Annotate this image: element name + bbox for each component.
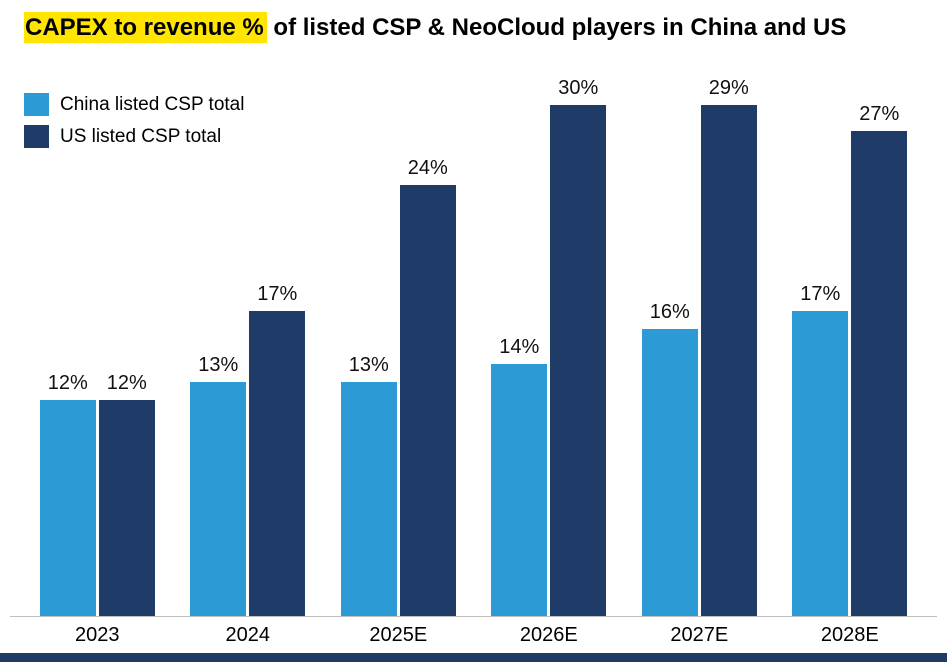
legend-swatch-china bbox=[24, 93, 49, 116]
legend-item-us: US listed CSP total bbox=[24, 125, 244, 148]
x-axis-label-2024: 2024 bbox=[225, 624, 271, 646]
bar-slot-us-2023: 12% bbox=[98, 77, 155, 616]
bar-value-label-us-2027e: 29% bbox=[708, 77, 749, 99]
bar-us-2024 bbox=[249, 310, 306, 616]
bar-china-2025e bbox=[340, 382, 397, 616]
bar-slot-china-2028e: 17% bbox=[792, 77, 849, 616]
bar-us-2027e bbox=[700, 105, 757, 616]
plot-area: 12% 12% 13% 17% 13% 24% 14% 30% 16% 29% 17% 27% bbox=[10, 77, 937, 616]
x-axis-label-2028e: 2028E bbox=[820, 624, 879, 646]
legend: China listed CSP total US listed CSP tot… bbox=[24, 93, 244, 148]
bar-group-2026e: 14% 30% bbox=[491, 77, 607, 616]
bottom-accent-bar bbox=[0, 653, 947, 662]
bar-china-2027e bbox=[641, 328, 698, 616]
legend-label-us: US listed CSP total bbox=[60, 125, 222, 147]
bar-value-label-us-2023: 12% bbox=[106, 372, 147, 395]
bar-china-2028e bbox=[792, 310, 849, 616]
bar-group-2024: 13% 17% bbox=[190, 77, 306, 616]
bar-slot-china-2026e: 14% bbox=[491, 77, 548, 616]
bar-value-label-china-2023: 12% bbox=[47, 372, 88, 395]
bar-value-label-us-2024: 17% bbox=[257, 282, 298, 305]
x-axis-label-2026e: 2026E bbox=[519, 624, 578, 646]
bar-us-2023 bbox=[98, 400, 155, 616]
bar-group-2025e: 13% 24% bbox=[340, 77, 456, 616]
bar-chart: China listed CSP total US listed CSP tot… bbox=[10, 77, 937, 617]
bar-slot-china-2024: 13% bbox=[190, 77, 247, 616]
bar-slot-us-2025e: 24% bbox=[399, 77, 456, 616]
x-axis-label-2027e: 2027E bbox=[670, 624, 729, 646]
bar-group-2023: 12% 12% bbox=[39, 77, 155, 616]
bar-value-label-us-2028e: 27% bbox=[859, 102, 900, 125]
x-axis-label-2023: 2023 bbox=[75, 624, 120, 646]
legend-label-china: China listed CSP total bbox=[60, 93, 245, 115]
bar-us-2028e bbox=[851, 130, 908, 616]
x-axis: 2023 2024 2025E 2026E 2027E 2028E bbox=[10, 617, 937, 653]
bar-value-label-china-2027e: 16% bbox=[649, 300, 690, 323]
bar-group-2027e: 16% 29% bbox=[641, 77, 757, 616]
bar-slot-us-2027e: 29% bbox=[700, 77, 757, 616]
bar-value-label-china-2026e: 14% bbox=[499, 336, 540, 359]
bar-slot-china-2027e: 16% bbox=[641, 77, 698, 616]
bar-china-2024 bbox=[190, 382, 247, 616]
title-highlight: CAPEX to revenue % bbox=[24, 12, 267, 43]
x-axis-label-2025e: 2025E bbox=[369, 624, 428, 646]
bar-china-2026e bbox=[491, 364, 548, 616]
bar-slot-china-2025e: 13% bbox=[340, 77, 397, 616]
bar-slot-us-2026e: 30% bbox=[550, 77, 607, 616]
bar-value-label-us-2025e: 24% bbox=[407, 156, 448, 179]
bar-value-label-china-2024: 13% bbox=[198, 354, 239, 377]
bar-china-2023 bbox=[39, 400, 96, 616]
bar-us-2026e bbox=[550, 105, 607, 616]
bar-slot-us-2024: 17% bbox=[249, 77, 306, 616]
bar-us-2025e bbox=[399, 184, 456, 616]
chart-title: CAPEX to revenue % of listed CSP & NeoCl… bbox=[0, 0, 947, 44]
legend-item-china: China listed CSP total bbox=[24, 93, 244, 116]
title-rest: of listed CSP & NeoCloud players in Chin… bbox=[266, 14, 847, 41]
bar-value-label-china-2028e: 17% bbox=[800, 282, 841, 305]
bar-slot-us-2028e: 27% bbox=[851, 77, 908, 616]
legend-swatch-us bbox=[24, 125, 49, 148]
bar-value-label-us-2026e: 30% bbox=[558, 77, 599, 99]
bar-slot-china-2023: 12% bbox=[39, 77, 96, 616]
bar-value-label-china-2025e: 13% bbox=[348, 354, 389, 377]
bar-group-2028e: 17% 27% bbox=[792, 77, 908, 616]
